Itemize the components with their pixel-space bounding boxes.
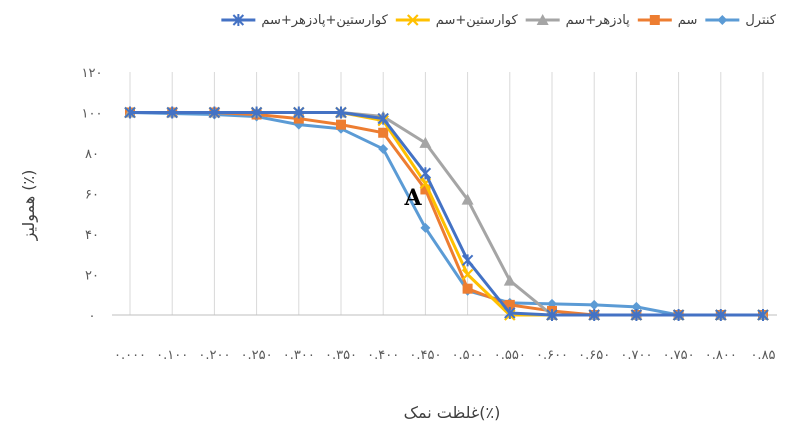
y-tick-label: ۱۰۰ <box>82 107 103 122</box>
x-axis-title: غلظت نمک(٪) <box>404 403 501 422</box>
gridlines <box>129 72 764 315</box>
legend-item: کنترل <box>705 13 777 28</box>
y-tick-label: ۰ <box>89 309 96 324</box>
series-line <box>130 111 763 317</box>
data-point <box>420 222 431 233</box>
data-point <box>419 136 432 148</box>
data-point <box>462 283 473 294</box>
legend-item: کوارستین+سم <box>395 13 519 28</box>
data-point <box>672 309 685 321</box>
data-point <box>377 112 389 125</box>
data-point <box>293 106 305 119</box>
legend-swatch-marker <box>536 14 549 25</box>
x-tick-label: ۰.۷۵۰ <box>663 348 695 363</box>
annotation-label: A <box>403 185 422 211</box>
x-tick-label: ۰.۲۵۰ <box>241 348 273 363</box>
data-point <box>631 301 642 312</box>
data-point <box>420 184 431 195</box>
legend-swatch-marker <box>232 14 245 26</box>
legend-item: پادزهر+سم <box>525 13 630 28</box>
x-tick-label: ۰.۷۰۰ <box>620 348 652 363</box>
data-point <box>124 106 136 119</box>
series-3 <box>124 106 769 320</box>
data-point <box>166 106 178 119</box>
data-point <box>546 309 558 321</box>
x-tick-label: ۰.۴۰۰ <box>367 348 399 363</box>
legend-item: سم <box>637 13 698 28</box>
legend-label: کوارستین+پادزهر+سم <box>261 13 388 28</box>
x-tick-label: ۰.۳۰۰ <box>283 348 315 363</box>
y-tick-label: ۸۰ <box>85 147 99 162</box>
data-point <box>293 113 304 124</box>
x-tick-label: ۰.۳۵۰ <box>325 348 357 363</box>
data-point <box>208 106 221 119</box>
x-tick-label: ۰.۵۵۰ <box>494 348 526 363</box>
data-point <box>461 254 474 267</box>
data-point <box>378 143 389 154</box>
legend-swatch-marker <box>649 15 660 25</box>
x-tick-label: ۰.۶۰۰ <box>536 348 568 363</box>
x-tick-label: ۰.۰۰۰ <box>114 348 146 363</box>
x-axis-ticks: ۰.۰۰۰ ۰.۱۰۰ ۰.۲۰۰ ۰.۲۵۰ ۰.۳۰۰ ۰.۳۵۰ ۰.۴۰۰ ۰.۴۵۰… <box>114 348 776 363</box>
data-point <box>504 299 515 310</box>
legend: کنترل سم پادزهر+سم کوارستین+سم کوارستین+پادز… <box>221 13 777 28</box>
y-tick-label: ۴۰ <box>85 228 99 243</box>
data-point <box>335 106 347 119</box>
x-tick-label: ۰.۱۰۰ <box>156 348 188 363</box>
data-point <box>504 306 516 319</box>
y-tick-label: ۱۲۰ <box>82 66 103 81</box>
legend-item: کوارستین+پادزهر+سم <box>221 13 389 28</box>
x-tick-label: ۰.۴۵۰ <box>409 348 441 363</box>
data-point <box>757 309 769 321</box>
x-tick-label: ۰.۲۰۰ <box>198 348 230 363</box>
data-point <box>250 106 263 119</box>
legend-swatch-marker <box>717 15 728 25</box>
legend-label: پادزهر+سم <box>566 13 630 28</box>
data-point <box>503 274 516 286</box>
legend-label: کنترل <box>745 13 776 28</box>
data-point <box>378 127 389 138</box>
data-point <box>336 119 346 130</box>
x-tick-label: ۰.۵۰۰ <box>452 348 484 363</box>
series-5 <box>124 106 769 321</box>
y-axis-title: همولیز (٪) <box>19 170 39 242</box>
x-tick-label: ۰.۸۵ <box>750 348 775 363</box>
legend-swatch-marker <box>407 14 419 26</box>
data-point <box>589 299 600 310</box>
series-group <box>124 106 769 321</box>
legend-label: کوارستین+سم <box>436 13 519 28</box>
data-point <box>715 309 727 321</box>
y-axis-ticks: ۰ ۲۰ ۴۰ ۶۰ ۸۰ ۱۰۰ ۱۲۰ <box>82 66 103 324</box>
x-tick-label: ۰.۸۰۰ <box>705 348 737 363</box>
data-point <box>461 268 474 281</box>
y-tick-label: ۶۰ <box>85 188 99 203</box>
data-point <box>461 193 474 205</box>
y-tick-label: ۲۰ <box>85 269 99 284</box>
legend-label: سم <box>678 13 698 28</box>
x-tick-label: ۰.۶۵۰ <box>578 348 610 363</box>
data-point <box>419 167 432 180</box>
data-point <box>630 309 643 321</box>
series-line <box>129 111 763 317</box>
data-point <box>588 309 600 321</box>
